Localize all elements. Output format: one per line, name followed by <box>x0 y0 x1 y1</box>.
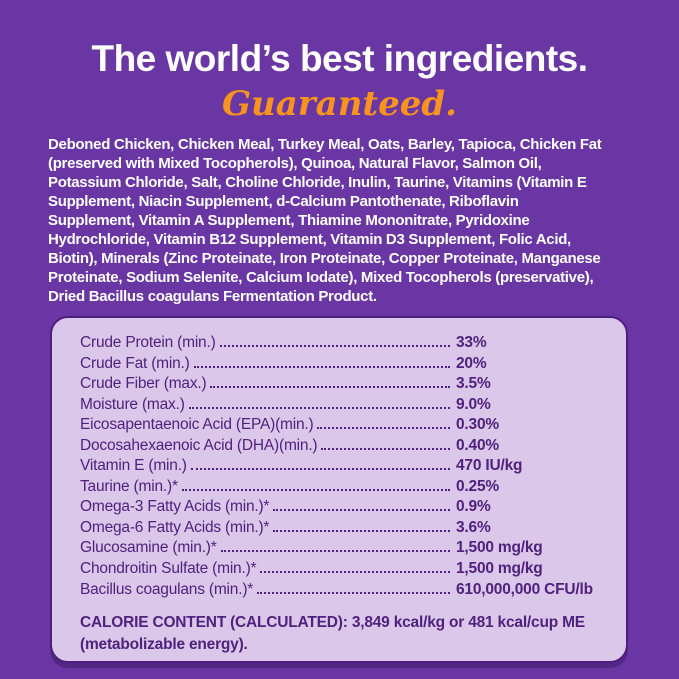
nutrient-label: Omega-6 Fatty Acids (min.)* <box>80 518 270 536</box>
guaranteed-analysis-panel: Crude Protein (min.) 33% Crude Fat (min.… <box>50 316 628 663</box>
dot-leader <box>210 386 450 389</box>
analysis-row: Crude Fat (min.) 20% <box>80 355 606 376</box>
analysis-row: Docosahexaenoic Acid (DHA)(min.) 0.40% <box>80 437 606 458</box>
analysis-row: Omega-3 Fatty Acids (min.)* 0.9% <box>80 498 606 519</box>
analysis-row: Vitamin E (min.) 470 IU/kg <box>80 457 606 478</box>
dot-leader <box>190 468 450 471</box>
nutrient-value: 1,500 mg/kg <box>456 539 543 557</box>
nutrient-label: Vitamin E (min.) <box>80 457 187 475</box>
analysis-row: Crude Fiber (max.) 3.5% <box>80 375 606 396</box>
ingredient-line: Hydrochloride, Vitamin B12 Supplement, V… <box>48 231 571 248</box>
dot-leader <box>219 345 450 347</box>
headline-title: The world’s best ingredients. <box>91 38 588 79</box>
ingredient-line: Dried Bacillus coagulans Fermentation Pr… <box>48 288 377 305</box>
nutrient-value: 33% <box>456 334 487 351</box>
nutrient-label: Taurine (min.)* <box>80 477 178 495</box>
analysis-row: Bacillus coagulans (min.)* 610,000,000 C… <box>80 581 606 602</box>
nutrient-label: Glucosamine (min.)* <box>80 539 217 557</box>
nutrient-value: 0.30% <box>456 416 499 434</box>
nutrient-value: 470 IU/kg <box>456 457 523 475</box>
nutrient-value: 610,000,000 CFU/lb <box>456 580 593 598</box>
nutrient-value: 3.5% <box>456 375 491 393</box>
calorie-statement: CALORIE CONTENT (CALCULATED): 3,849 kcal… <box>80 614 585 653</box>
analysis-row: Chondroitin Sulfate (min.)* 1,500 mg/kg <box>80 560 606 581</box>
nutrient-label: Crude Protein (min.) <box>80 334 216 351</box>
dot-leader <box>193 365 450 368</box>
nutrient-value: 1,500 mg/kg <box>456 560 543 578</box>
nutrient-label: Eicosapentaenoic Acid (EPA)(min.) <box>80 416 314 434</box>
ingredients-paragraph: Deboned Chicken, Chicken Meal, Turkey Me… <box>48 135 648 306</box>
nutrient-label: Omega-3 Fatty Acids (min.)* <box>80 498 270 516</box>
nutrient-label: Chondroitin Sulfate (min.)* <box>80 560 257 578</box>
nutrient-label: Crude Fiber (max.) <box>80 375 207 393</box>
dot-leader <box>273 529 450 532</box>
nutrient-value: 0.9% <box>456 498 491 516</box>
nutrient-value: 0.40% <box>456 436 499 454</box>
dot-leader <box>220 550 450 553</box>
ingredient-line: Deboned Chicken, Chicken Meal, Turkey Me… <box>48 136 602 153</box>
nutrient-label: Moisture (max.) <box>80 395 185 413</box>
nutrient-value: 9.0% <box>456 395 491 413</box>
headline-guaranteed: Guaranteed. <box>221 84 458 124</box>
nutrient-value: 0.25% <box>456 477 499 495</box>
nutrient-label: Docosahexaenoic Acid (DHA)(min.) <box>80 436 318 454</box>
dot-leader <box>257 591 450 594</box>
ingredient-line: Biotin), Minerals (Zinc Proteinate, Iron… <box>48 250 601 267</box>
ingredient-line: Supplement, Vitamin A Supplement, Thiami… <box>48 212 530 229</box>
analysis-table: Crude Protein (min.) 33% Crude Fat (min.… <box>80 334 606 601</box>
nutrient-label: Crude Fat (min.) <box>80 354 190 372</box>
analysis-row: Omega-6 Fatty Acids (min.)* 3.6% <box>80 519 606 540</box>
ingredient-line: Supplement, Niacin Supplement, d-Calcium… <box>48 193 519 210</box>
ingredient-line: Potassium Chloride, Salt, Choline Chlori… <box>48 174 587 191</box>
analysis-row: Glucosamine (min.)* 1,500 mg/kg <box>80 539 606 560</box>
ingredient-line: (preserved with Mixed Tocopherols), Quin… <box>48 155 542 172</box>
dot-leader <box>321 447 450 450</box>
analysis-row: Moisture (max.) 9.0% <box>80 396 606 417</box>
nutrient-label: Bacillus coagulans (min.)* <box>80 580 254 598</box>
dot-leader <box>317 427 450 430</box>
dot-leader <box>273 509 450 512</box>
nutrient-value: 3.6% <box>456 518 491 536</box>
dot-leader <box>181 488 450 491</box>
dot-leader <box>260 571 450 574</box>
analysis-row: Taurine (min.)* 0.25% <box>80 478 606 499</box>
analysis-row: Eicosapentaenoic Acid (EPA)(min.) 0.30% <box>80 416 606 437</box>
analysis-row: Crude Protein (min.) 33% <box>80 334 606 355</box>
ingredient-line: Proteinate, Sodium Selenite, Calcium Iod… <box>48 269 594 286</box>
dot-leader <box>188 406 450 409</box>
nutrient-value: 20% <box>456 354 487 372</box>
